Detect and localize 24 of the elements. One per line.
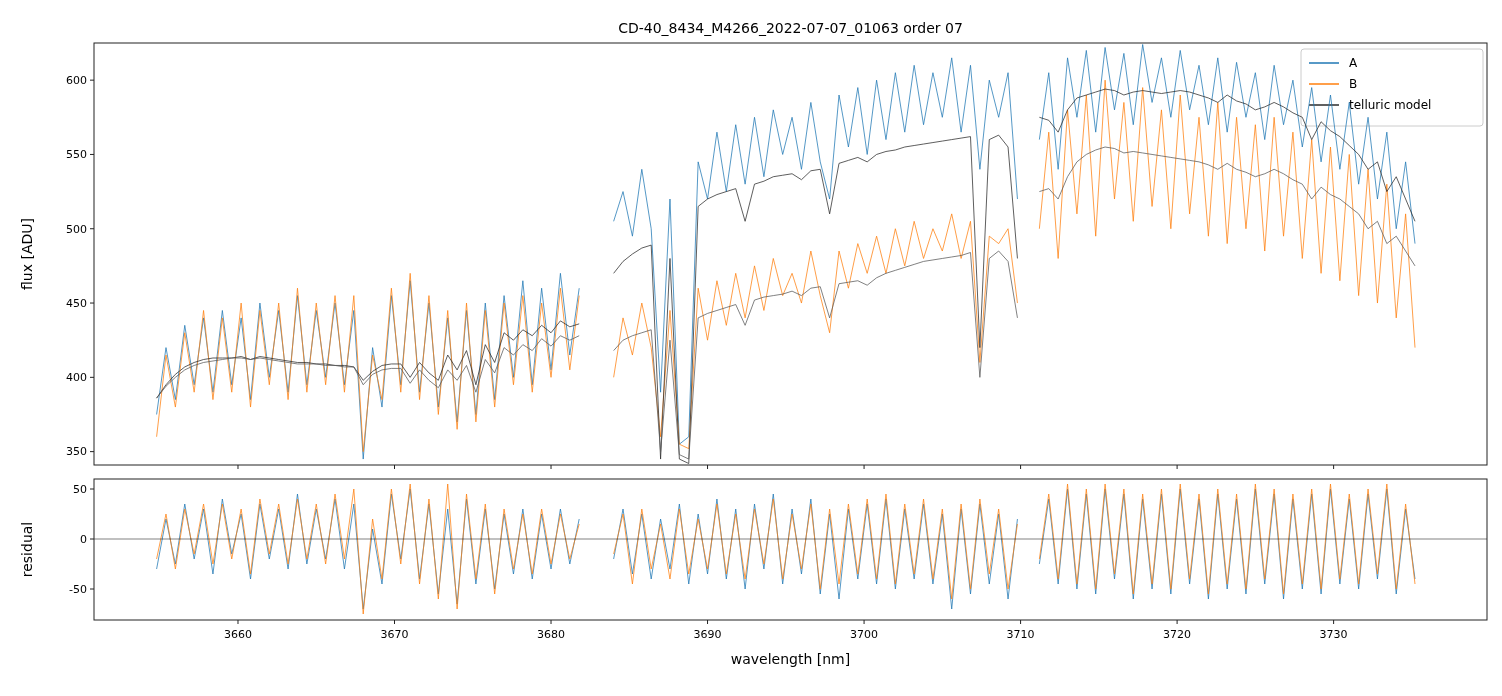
x-axis-title: wavelength [nm] — [730, 651, 851, 667]
legend-label: telluric model — [1349, 98, 1432, 113]
y-tick-label: 550 — [66, 148, 87, 162]
y-tick-label: 450 — [66, 296, 87, 310]
legend-label: A — [1349, 56, 1358, 71]
x-tick-label: 3690 — [693, 628, 722, 641]
legend-label: B — [1349, 77, 1358, 92]
y-axis-title: residual — [19, 521, 35, 578]
y-tick-label: 0 — [80, 532, 87, 546]
x-tick-label: 3660 — [224, 628, 252, 641]
y-tick-label: 600 — [66, 74, 87, 87]
x-tick-label: 3680 — [537, 628, 566, 641]
x-tick-label: 3730 — [1319, 628, 1348, 641]
x-tick-label: 3710 — [1006, 628, 1035, 641]
y-tick-label: -50 — [69, 582, 87, 596]
y-tick-label: 500 — [66, 222, 87, 236]
x-tick-label: 3720 — [1163, 628, 1192, 641]
y-tick-label: 350 — [66, 445, 87, 459]
y-axis-title: flux [ADU] — [19, 218, 35, 290]
y-tick-label: 50 — [73, 482, 87, 496]
x-tick-label: 3700 — [850, 628, 879, 641]
y-tick-label: 400 — [66, 371, 87, 385]
chart-title: CD-40_8434_M4266_2022-07-07_01063 order 07 — [618, 20, 963, 36]
x-tick-label: 3670 — [380, 628, 409, 641]
